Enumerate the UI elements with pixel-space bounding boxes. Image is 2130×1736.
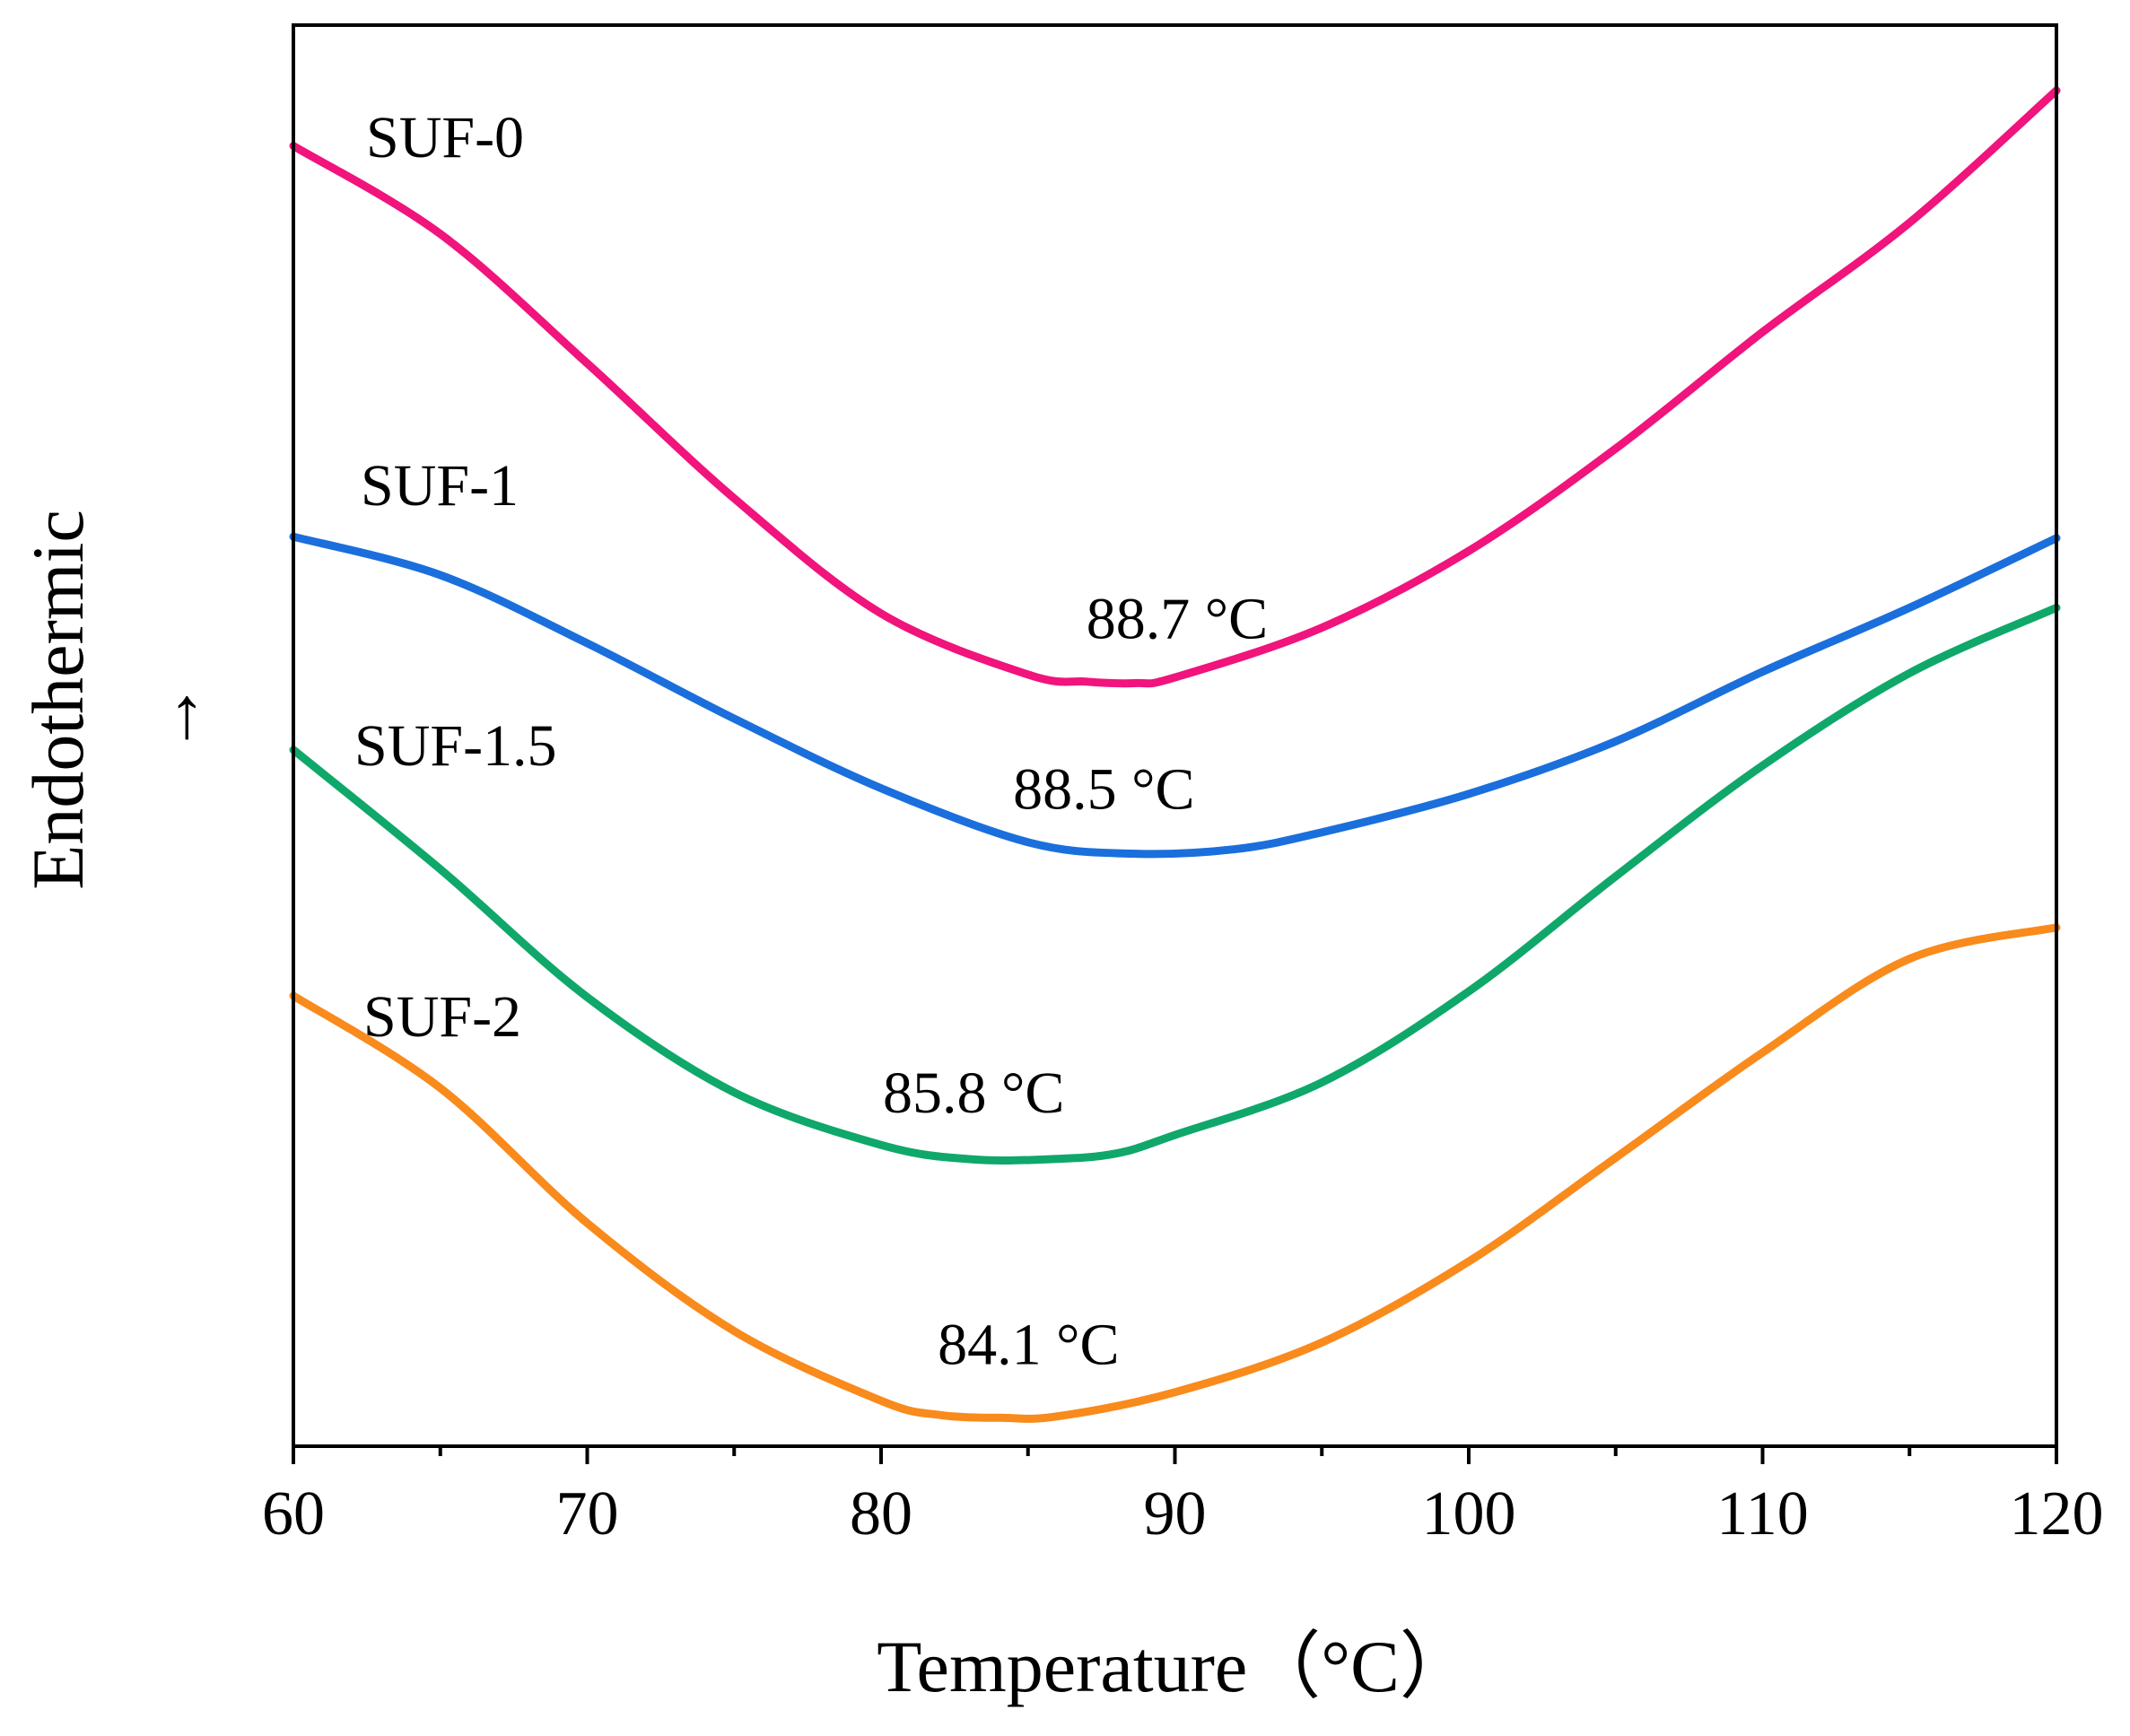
x-tick-label: 80	[850, 1479, 912, 1548]
y-axis-title: Endothermic	[17, 510, 99, 890]
y-axis-direction-arrow-icon: →	[134, 681, 215, 755]
series-labels: SUF-0 SUF-1 SUF-1.5 SUF-2	[354, 105, 557, 1050]
peak-temperature-label: 85.8 °C	[883, 1060, 1064, 1126]
x-tick-label: 100	[1422, 1479, 1516, 1548]
x-tick-label: 90	[1144, 1479, 1207, 1548]
series-label: SUF-2	[363, 984, 521, 1050]
x-tick-label: 70	[556, 1479, 619, 1548]
peak-temperature-label: 84.1 °C	[938, 1312, 1119, 1377]
x-axis-title: Temperature（°C）	[877, 1626, 1473, 1707]
series-label: SUF-1.5	[354, 713, 557, 779]
peak-labels: 88.7 °C 88.5 °C 85.8 °C 84.1 °C	[883, 586, 1268, 1377]
series-line-suf-0	[289, 86, 2061, 688]
series-label: SUF-0	[366, 105, 524, 170]
x-axis-ticks: 60 70 80 90 100 110 120	[262, 1446, 2104, 1548]
peak-temperature-label: 88.7 °C	[1087, 586, 1268, 651]
plot-curves	[289, 86, 2061, 1423]
x-tick-label: 60	[262, 1479, 325, 1548]
series-line-suf-2	[289, 923, 2061, 1423]
x-tick-label: 120	[2010, 1479, 2104, 1548]
x-tick-label: 110	[1716, 1479, 1808, 1548]
peak-temperature-label: 88.5 °C	[1013, 756, 1194, 822]
series-label: SUF-1	[361, 453, 519, 519]
series-line-suf-1-5	[289, 603, 2061, 1165]
series-line-suf-1	[289, 532, 2061, 859]
plot-frame	[292, 23, 2058, 1448]
